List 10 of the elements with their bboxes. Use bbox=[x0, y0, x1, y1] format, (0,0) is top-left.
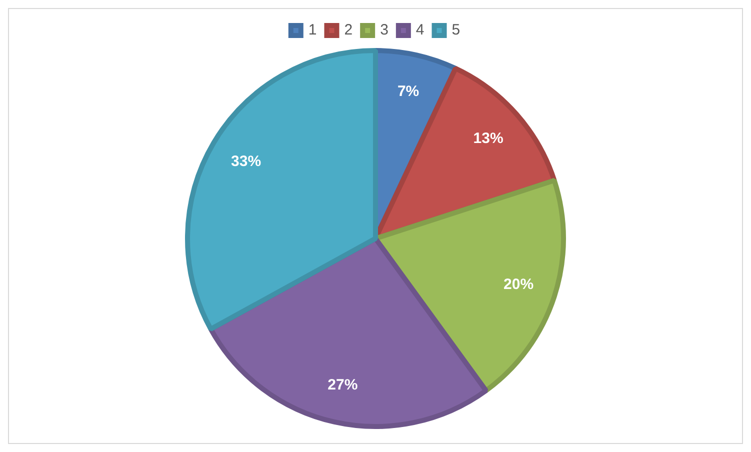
legend-label: 1 bbox=[308, 22, 317, 39]
data-label: 13% bbox=[473, 130, 504, 148]
legend-label: 4 bbox=[416, 22, 424, 39]
data-label: 27% bbox=[328, 376, 358, 394]
legend-label: 2 bbox=[344, 22, 353, 39]
legend-label: 5 bbox=[452, 22, 460, 39]
data-label: 33% bbox=[231, 153, 262, 170]
legend-label: 3 bbox=[380, 22, 388, 39]
data-label: 7% bbox=[397, 82, 420, 100]
data-label: 20% bbox=[504, 276, 534, 294]
